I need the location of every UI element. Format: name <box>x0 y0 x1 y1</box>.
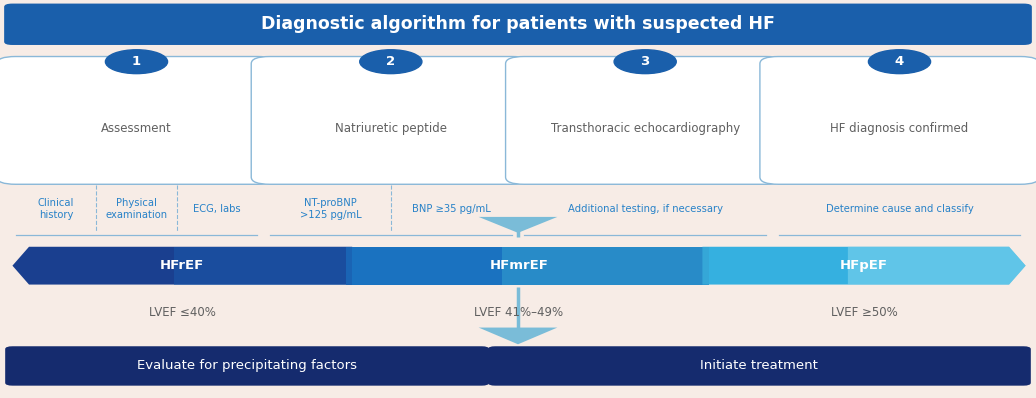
Text: BNP ≥35 pg/mL: BNP ≥35 pg/mL <box>412 204 491 214</box>
Polygon shape <box>346 247 709 285</box>
Polygon shape <box>702 247 1026 285</box>
FancyBboxPatch shape <box>488 346 1031 386</box>
Circle shape <box>106 50 168 74</box>
Text: Physical
examination: Physical examination <box>106 198 168 220</box>
Polygon shape <box>12 247 352 285</box>
Text: ECG, labs: ECG, labs <box>194 204 241 214</box>
FancyBboxPatch shape <box>252 57 530 184</box>
Text: LVEF ≤40%: LVEF ≤40% <box>149 306 215 319</box>
Polygon shape <box>174 247 352 285</box>
Circle shape <box>868 50 930 74</box>
Text: HFrEF: HFrEF <box>161 259 204 272</box>
Polygon shape <box>479 328 557 344</box>
Circle shape <box>614 50 677 74</box>
Polygon shape <box>501 247 709 285</box>
Text: 1: 1 <box>132 55 141 68</box>
FancyBboxPatch shape <box>4 4 1032 45</box>
Text: 2: 2 <box>386 55 396 68</box>
Text: HF diagnosis confirmed: HF diagnosis confirmed <box>831 122 969 135</box>
Polygon shape <box>847 247 1026 285</box>
Text: Clinical
history: Clinical history <box>37 198 74 220</box>
FancyBboxPatch shape <box>5 346 489 386</box>
Text: Additional testing, if necessary: Additional testing, if necessary <box>568 204 723 214</box>
Text: Diagnostic algorithm for patients with suspected HF: Diagnostic algorithm for patients with s… <box>261 15 775 33</box>
Text: Natriuretic peptide: Natriuretic peptide <box>335 122 447 135</box>
FancyBboxPatch shape <box>0 57 276 184</box>
Text: 3: 3 <box>640 55 650 68</box>
Text: Evaluate for precipitating factors: Evaluate for precipitating factors <box>137 359 357 373</box>
Polygon shape <box>479 217 557 233</box>
Text: LVEF 41%–49%: LVEF 41%–49% <box>474 306 564 319</box>
Text: Transthoracic echocardiography: Transthoracic echocardiography <box>550 122 740 135</box>
FancyBboxPatch shape <box>759 57 1036 184</box>
Text: HFpEF: HFpEF <box>840 259 888 272</box>
Text: NT-proBNP
>125 pg/mL: NT-proBNP >125 pg/mL <box>299 198 362 220</box>
Text: Initiate treatment: Initiate treatment <box>700 359 818 373</box>
Text: LVEF ≥50%: LVEF ≥50% <box>831 306 897 319</box>
Text: Determine cause and classify: Determine cause and classify <box>826 204 974 214</box>
Text: Assessment: Assessment <box>102 122 172 135</box>
Text: HFmrEF: HFmrEF <box>490 259 548 272</box>
Circle shape <box>359 50 422 74</box>
FancyBboxPatch shape <box>506 57 785 184</box>
Text: 4: 4 <box>895 55 904 68</box>
